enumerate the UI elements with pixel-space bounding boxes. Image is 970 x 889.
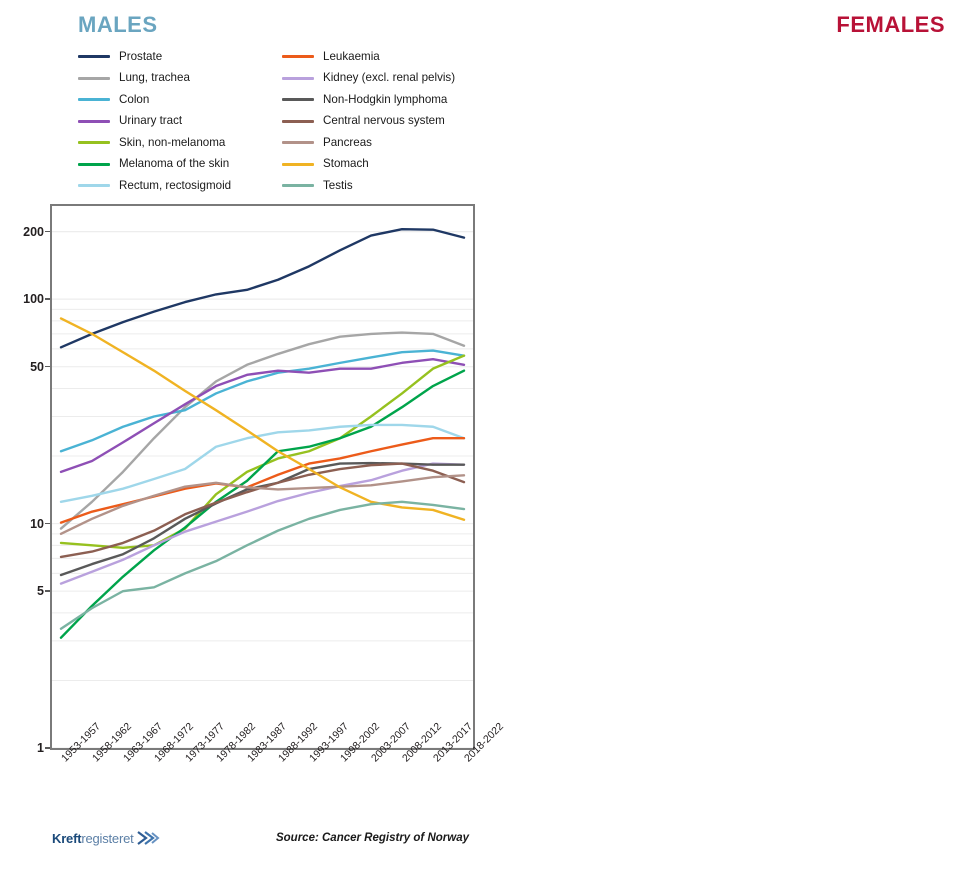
series-line (59, 369, 466, 639)
males-legend-item: Non-Hodgkin lymphoma (282, 89, 478, 111)
legend-color-swatch (282, 119, 314, 123)
legend-color-swatch (78, 119, 110, 123)
series-line (59, 462, 466, 585)
legend-label: Rectum, rectosigmoid (119, 178, 232, 192)
males-legend-item: Colon (78, 89, 274, 111)
males-legend-item: Urinary tract (78, 111, 274, 133)
logo-text-light: registeret (81, 830, 134, 846)
males-footer: Kreftregisteret Source: Cancer Registry … (50, 826, 475, 866)
males-panel: MALES Prostate Leukaemia Lung, trachea Kidn… (23, 12, 506, 866)
y-axis-tick-mark (45, 590, 50, 592)
logo-text: Kreftregisteret (52, 831, 134, 846)
y-axis-tick-label: 5 (37, 584, 44, 599)
legend-color-swatch (282, 98, 314, 102)
males-source-note: Source: Cancer Registry of Norway (275, 832, 469, 844)
legend-label: Skin, non-melanoma (119, 135, 226, 149)
legend-color-swatch (78, 98, 110, 102)
males-title: MALES (78, 12, 158, 37)
legend-label: Colon (119, 92, 150, 106)
legend-color-swatch (78, 162, 110, 166)
series-line (59, 227, 466, 349)
males-x-axis-labels: 1953-1957 1958-1962 1963-1967 1968-1972 1973… (50, 720, 506, 826)
y-axis-tick-mark (45, 747, 50, 749)
legend-label: Central nervous system (323, 114, 445, 128)
y-axis-tick-label: 10 (30, 516, 44, 531)
legend-color-swatch (78, 55, 110, 59)
series-line (59, 357, 466, 474)
legend-label: Leukaemia (323, 49, 380, 63)
y-axis-tick-mark (45, 298, 50, 300)
males-legend-item: Kidney (excl. renal pelvis) (282, 68, 478, 90)
legend-color-swatch (282, 162, 314, 166)
series-line (59, 462, 466, 559)
y-axis-tick-mark (45, 230, 50, 233)
legend-label: Urinary tract (119, 114, 183, 128)
kreftregisteret-logo: Kreftregisteret (52, 830, 162, 846)
males-legend-item: Leukaemia (282, 46, 478, 68)
logo-text-bold: Kreft (52, 830, 82, 846)
double-chevron-right-icon (136, 830, 162, 846)
y-axis-tick-mark (45, 365, 50, 368)
males-legend-item: Melanoma of the skin (78, 154, 274, 176)
legend-label: Non-Hodgkin lymphoma (323, 92, 448, 106)
y-axis-tick-mark (45, 522, 50, 525)
males-plot-canvas (52, 227, 473, 748)
y-axis-tick-label: 200 (23, 224, 44, 239)
legend-color-swatch (78, 76, 110, 80)
legend-color-swatch (78, 184, 110, 188)
y-axis-tick-label: 1 (37, 741, 44, 755)
legend-label: Pancreas (323, 135, 372, 149)
males-legend-item: Central nervous system (282, 111, 478, 133)
legend-label: Prostate (119, 49, 163, 63)
males-legend-item: Skin, non-melanoma (78, 132, 274, 154)
legend-color-swatch (282, 76, 314, 80)
males-legend-item: Stomach (282, 154, 478, 176)
series-line (59, 349, 466, 453)
females-panel: FEMALES BreastRectum, rectosigmoidColonO… (485, 0, 970, 889)
males-legend-item: Prostate (78, 46, 274, 68)
series-line (59, 317, 466, 521)
legend-label: Testis (323, 178, 353, 192)
males-legend-item: Pancreas (282, 132, 478, 154)
y-axis-tick-label: 100 (23, 292, 44, 307)
y-axis-tick-label: 50 (30, 359, 44, 374)
males-plot-frame (50, 204, 475, 750)
series-line (59, 423, 466, 504)
legend-color-swatch (78, 141, 110, 145)
males-legend-item: Testis (282, 175, 478, 197)
legend-color-swatch (282, 184, 314, 188)
males-legend-item: Rectum, rectosigmoid (78, 175, 274, 197)
series-line (59, 474, 466, 536)
males-plot: 1 5 10 50 100 200 (23, 204, 475, 755)
series-line (59, 331, 466, 530)
series-line (59, 500, 466, 630)
legend-color-swatch (282, 141, 314, 145)
legend-label: Lung, trachea (119, 71, 190, 85)
females-title: FEMALES (836, 12, 945, 37)
legend-label: Melanoma of the skin (119, 157, 230, 171)
legend-label: Kidney (excl. renal pelvis) (323, 71, 456, 85)
legend-label: Stomach (323, 157, 369, 171)
series-line (59, 354, 466, 549)
males-legend-item: Lung, trachea (78, 68, 274, 90)
males-gridlines (52, 231, 473, 748)
legend-color-swatch (282, 55, 314, 59)
males-legend: Prostate Leukaemia Lung, trachea Kidney (ex… (78, 46, 478, 197)
